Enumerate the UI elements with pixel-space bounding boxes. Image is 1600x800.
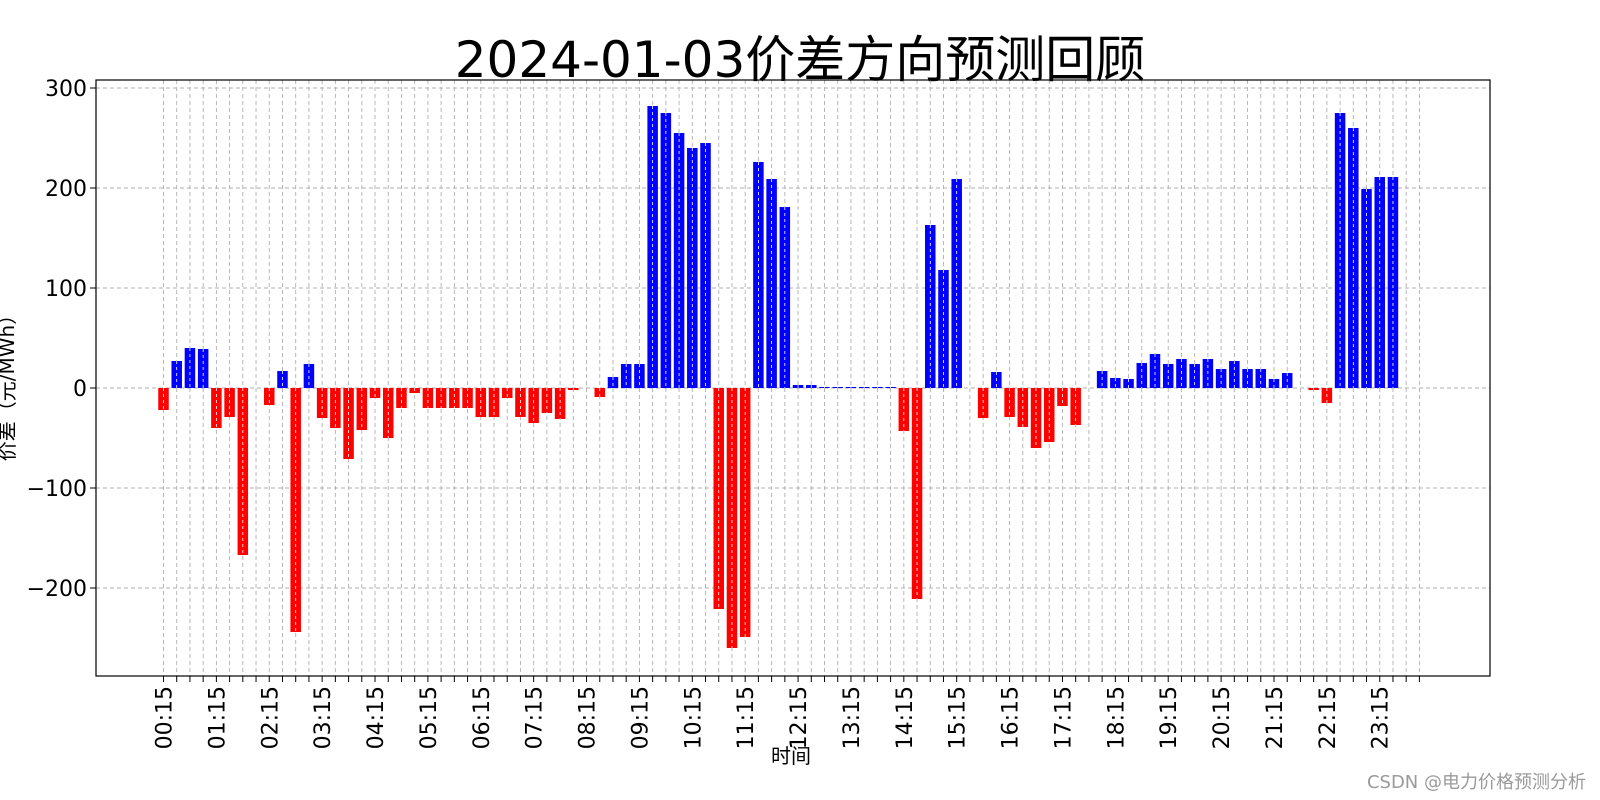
- bars-layer: [158, 106, 1399, 648]
- bar: [1242, 369, 1253, 388]
- bar: [911, 388, 923, 599]
- x-tick-label: 14:15: [893, 686, 918, 749]
- x-tick-label: 11:15: [734, 686, 759, 749]
- x-tick-label: 00:15: [153, 686, 178, 749]
- x-tick-label: 23:15: [1369, 686, 1394, 749]
- bar: [554, 388, 566, 419]
- bar: [462, 388, 473, 408]
- bar: [938, 270, 949, 388]
- bar: [422, 388, 434, 408]
- y-axis-label: 价差（元/MWh）: [0, 305, 19, 461]
- x-tick-label: 18:15: [1104, 686, 1129, 749]
- bar: [925, 225, 936, 388]
- x-tick-label: 07:15: [523, 686, 548, 749]
- y-tick-label: −200: [27, 577, 87, 602]
- bar: [449, 388, 460, 408]
- x-tick-label: 04:15: [364, 686, 389, 749]
- bar: [647, 106, 658, 388]
- bar: [898, 388, 910, 431]
- y-tick-label: −100: [27, 477, 87, 502]
- bar: [158, 388, 169, 410]
- y-tick-label: 0: [73, 377, 87, 402]
- x-tick-label: 05:15: [417, 686, 442, 749]
- x-tick-label: 10:15: [681, 686, 706, 749]
- bar: [1387, 177, 1399, 388]
- x-tick-label: 03:15: [311, 686, 336, 749]
- bar: [753, 162, 764, 388]
- x-tick-label: 17:15: [1051, 686, 1076, 749]
- bar: [501, 388, 513, 398]
- bar: [1374, 177, 1385, 388]
- plot-frame: [95, 79, 1491, 677]
- bar: [1255, 369, 1267, 388]
- x-tick-label: 08:15: [576, 686, 601, 749]
- x-tick-label: 20:15: [1210, 686, 1235, 749]
- y-tick-label: 100: [45, 277, 87, 302]
- x-tick-label: 22:15: [1316, 686, 1341, 749]
- x-tick-label: 12:15: [787, 686, 812, 749]
- x-tick-label: 21:15: [1263, 686, 1288, 749]
- x-tick-label: 16:15: [999, 686, 1024, 749]
- axis-layer: 300 200 100 0 −100 −200 00:15 01:15 02:15 03:15 04…: [27, 77, 1420, 749]
- bar: [1149, 354, 1161, 388]
- bar: [726, 388, 738, 648]
- x-tick-label: 19:15: [1157, 686, 1182, 749]
- chart-title: 2024-01-03价差方向预测回顾: [454, 31, 1146, 89]
- x-tick-label: 09:15: [628, 686, 653, 749]
- y-tick-label: 200: [45, 177, 87, 202]
- bar: [739, 388, 751, 637]
- bar: [1334, 113, 1346, 388]
- bar: [1110, 378, 1121, 388]
- bar: [1361, 189, 1372, 388]
- bar: [435, 388, 447, 408]
- bar: [1123, 379, 1134, 388]
- x-axis-label: 时间: [771, 744, 811, 768]
- x-tick-label: 13:15: [840, 686, 865, 749]
- x-tick-label: 01:15: [205, 686, 230, 749]
- x-tick-label: 02:15: [258, 686, 283, 749]
- watermark: CSDN @电力价格预测分析: [1366, 772, 1586, 793]
- bar: [396, 388, 407, 408]
- bar: [660, 113, 672, 388]
- x-tick-label: 06:15: [470, 686, 495, 749]
- bar: [1348, 128, 1359, 388]
- bar: [369, 388, 381, 398]
- bar: [607, 377, 619, 388]
- x-tick-label: 15:15: [946, 686, 971, 749]
- bar: [343, 388, 354, 459]
- bar: [594, 388, 606, 397]
- y-tick-label: 300: [45, 77, 87, 102]
- bar: [237, 388, 249, 555]
- bar: [1268, 379, 1280, 388]
- bar: [528, 388, 539, 423]
- bar: [1215, 369, 1227, 388]
